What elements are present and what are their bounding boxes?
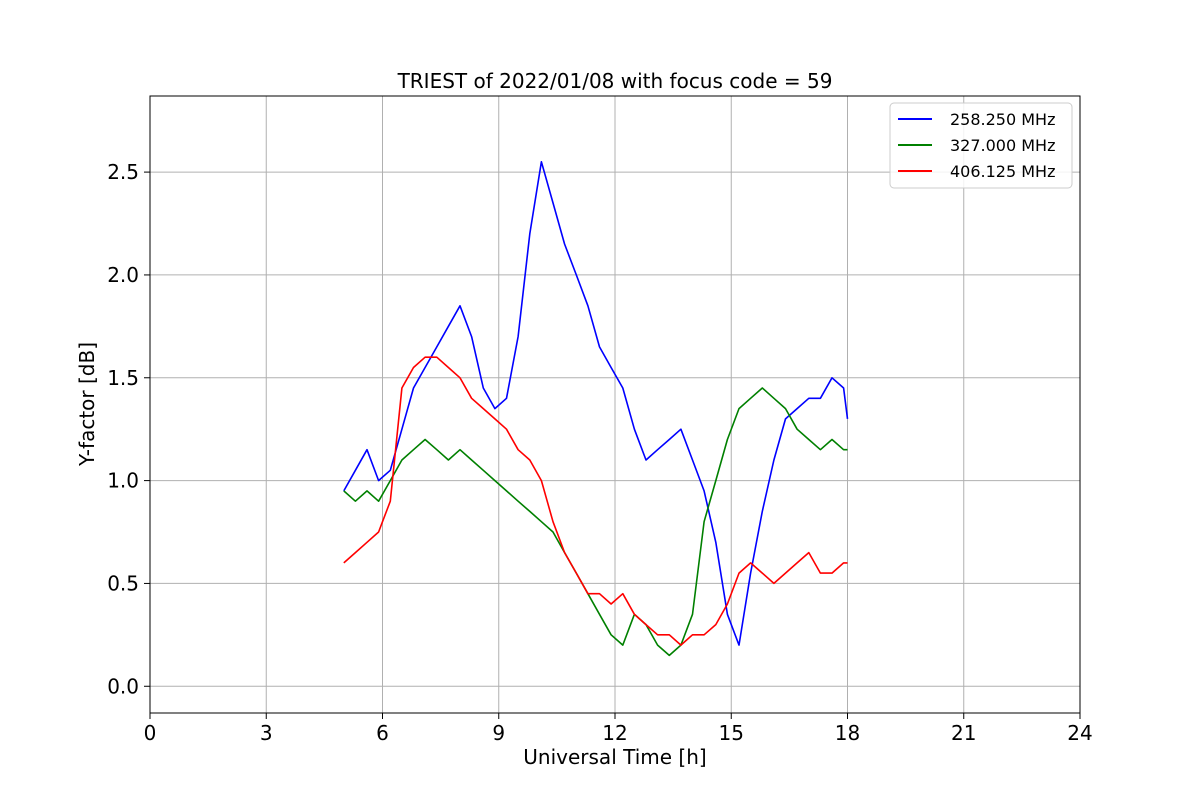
y-axis-label: Y-factor [dB] <box>75 342 99 467</box>
y-tick-label: 2.5 <box>107 160 139 184</box>
y-tick-label: 0.5 <box>107 571 139 595</box>
legend-box <box>889 102 1073 189</box>
x-tick-label: 6 <box>376 721 389 745</box>
y-tick-label: 2.0 <box>107 263 139 287</box>
axis-ticks: 0 3 6 9 12 15 18 21 24 0.0 0.5 1.0 1.5 2.0 2.5 <box>107 160 1093 745</box>
x-tick-label: 0 <box>144 721 157 745</box>
series-line <box>343 356 848 646</box>
x-tick-label: 24 <box>1067 721 1092 745</box>
x-tick-label: 12 <box>602 721 627 745</box>
x-tick-label: 3 <box>260 721 273 745</box>
series-group <box>343 161 849 657</box>
legend-label: 327.000 MHz <box>950 136 1055 155</box>
x-axis-label: Universal Time [h] <box>523 745 706 769</box>
x-tick-label: 18 <box>835 721 860 745</box>
y-tick-label: 1.0 <box>107 469 139 493</box>
y-tick-label: 0.0 <box>107 674 139 698</box>
series-line <box>343 161 849 646</box>
legend: 258.250 MHz 327.000 MHz 406.125 MHz <box>889 102 1073 189</box>
legend-items: 258.250 MHz 327.000 MHz 406.125 MHz <box>898 110 1055 181</box>
chart-title: TRIEST of 2022/01/08 with focus code = 5… <box>397 69 833 93</box>
legend-label: 406.125 MHz <box>950 162 1055 181</box>
series-line <box>343 387 848 657</box>
x-tick-label: 15 <box>719 721 744 745</box>
y-tick-label: 1.5 <box>107 366 139 390</box>
legend-label: 258.250 MHz <box>950 110 1055 129</box>
x-tick-label: 9 <box>492 721 505 745</box>
x-tick-label: 21 <box>951 721 976 745</box>
